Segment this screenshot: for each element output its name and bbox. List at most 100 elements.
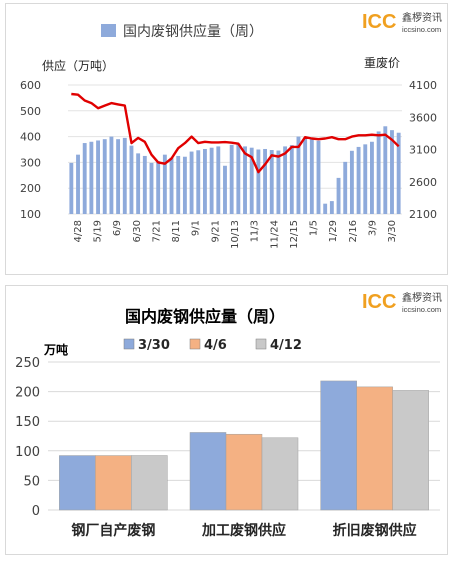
y-tick-label: 600 xyxy=(20,79,41,92)
x-tick-label: 6/30 xyxy=(132,220,143,242)
y2-tick-label: 3100 xyxy=(409,144,437,157)
supply-bar xyxy=(209,147,214,214)
x-tick-label: 3/30 xyxy=(387,220,398,242)
supply-bar xyxy=(162,154,167,214)
y-tick-label: 400 xyxy=(20,131,41,144)
legend-swatch xyxy=(189,338,201,350)
y-tick-label: 250 xyxy=(15,356,40,371)
supply-bar xyxy=(356,146,361,214)
x-tick-label: 4/28 xyxy=(73,220,84,242)
legend-label: 国内废钢供应量（周） xyxy=(123,23,263,40)
supply-bar xyxy=(203,148,207,214)
y-tick-label: 100 xyxy=(15,445,40,460)
logo-brand: ICC xyxy=(362,11,396,33)
supply-bar xyxy=(243,146,247,214)
supply-bar xyxy=(122,137,127,214)
supply-bar xyxy=(156,161,161,214)
supply-bar xyxy=(263,148,267,214)
x-tick-label: 8/11 xyxy=(171,220,182,242)
legend-swatch xyxy=(255,338,267,350)
category-label: 折旧废钢供应 xyxy=(333,522,417,539)
supply-bar xyxy=(216,146,221,214)
supply-bar xyxy=(225,433,263,511)
x-tick-label: 12/15 xyxy=(289,220,300,249)
x-tick-label: 1/5 xyxy=(309,220,320,236)
legend-label: 4/6 xyxy=(204,338,227,353)
legend-swatch xyxy=(123,338,135,350)
supply-bar xyxy=(76,154,80,214)
supply-breakdown-panel: ICC 鑫椤资讯 iccsino.com 国内废钢供应量（周） 3/30 4/6 4/12 万… xyxy=(0,282,453,558)
x-tick-label: 9/1 xyxy=(191,220,202,236)
x-tick-label: 2/16 xyxy=(348,220,359,242)
supply-bar xyxy=(96,140,100,214)
y-axis-title: 供应（万吨） xyxy=(42,58,114,73)
supply-bar xyxy=(189,432,227,511)
supply-bar xyxy=(82,143,87,214)
supply-bar xyxy=(276,150,281,214)
logo-brand-cn: 鑫椤资讯 xyxy=(402,291,442,304)
x-tick-label: 3/9 xyxy=(368,220,379,236)
chart-frame xyxy=(5,285,448,555)
supply-bar xyxy=(370,141,374,214)
y-axis-title: 万吨 xyxy=(43,342,68,357)
supply-bar xyxy=(95,455,132,511)
x-tick-label: 7/21 xyxy=(151,220,162,242)
category-label: 加工废钢供应 xyxy=(201,522,286,539)
logo-url: iccsino.com xyxy=(402,305,441,314)
supply-bar xyxy=(229,144,234,214)
y-tick-label: 150 xyxy=(15,415,40,430)
supply-bar xyxy=(142,155,147,214)
logo-brand-cn: 鑫椤资讯 xyxy=(402,11,442,24)
x-tick-label: 10/13 xyxy=(230,220,241,249)
y2-tick-label: 2100 xyxy=(409,208,437,221)
logo-brand: ICC xyxy=(362,291,396,313)
supply-bar xyxy=(283,146,288,214)
y2-tick-label: 2600 xyxy=(409,176,437,189)
supply-bar xyxy=(149,162,154,214)
supply-bar xyxy=(59,455,96,511)
supply-bar xyxy=(363,144,368,214)
supply-bar xyxy=(376,131,381,214)
y2-axis-title: 重废价 xyxy=(364,55,400,70)
supply-bar xyxy=(296,136,301,214)
y-tick-label: 300 xyxy=(20,156,41,169)
price-line xyxy=(71,92,400,174)
supply-bar xyxy=(89,141,94,214)
x-tick-label: 9/21 xyxy=(210,220,221,242)
supply-bar xyxy=(131,455,168,511)
legend-label: 4/12 xyxy=(270,338,302,353)
supply-bar xyxy=(316,140,321,214)
supply-price-panel: ICC 鑫椤资讯 iccsino.com 国内废钢供应量（周） 供应（万吨） 重废价 100… xyxy=(0,0,453,278)
supply-bar xyxy=(396,132,401,214)
supply-bar xyxy=(176,155,181,214)
y-tick-label: 0 xyxy=(32,504,40,519)
supply-bar xyxy=(69,162,74,214)
y-tick-label: 200 xyxy=(20,182,41,195)
y2-tick-label: 3600 xyxy=(409,111,437,124)
x-tick-label: 5/19 xyxy=(93,220,104,242)
supply-bar xyxy=(383,126,388,214)
supply-bar xyxy=(390,130,394,214)
supply-bar xyxy=(336,177,341,214)
supply-bar xyxy=(309,138,314,214)
supply-bar xyxy=(349,150,354,214)
chart-frame xyxy=(5,3,448,275)
supply-bar xyxy=(323,203,328,214)
supply-bar xyxy=(303,137,308,214)
logo-url: iccsino.com xyxy=(402,25,441,34)
supply-bar xyxy=(356,386,393,511)
supply-bar xyxy=(136,153,141,214)
x-tick-label: 11/3 xyxy=(250,220,261,242)
supply-bar xyxy=(249,147,254,214)
category-label: 钢厂自产废钢 xyxy=(71,522,155,539)
y-tick-label: 50 xyxy=(23,474,40,489)
supply-bar xyxy=(236,143,241,214)
y-tick-label: 200 xyxy=(15,386,40,401)
supply-bar xyxy=(343,161,348,214)
x-tick-label: 11/24 xyxy=(269,220,280,249)
supply-bar xyxy=(329,201,334,214)
